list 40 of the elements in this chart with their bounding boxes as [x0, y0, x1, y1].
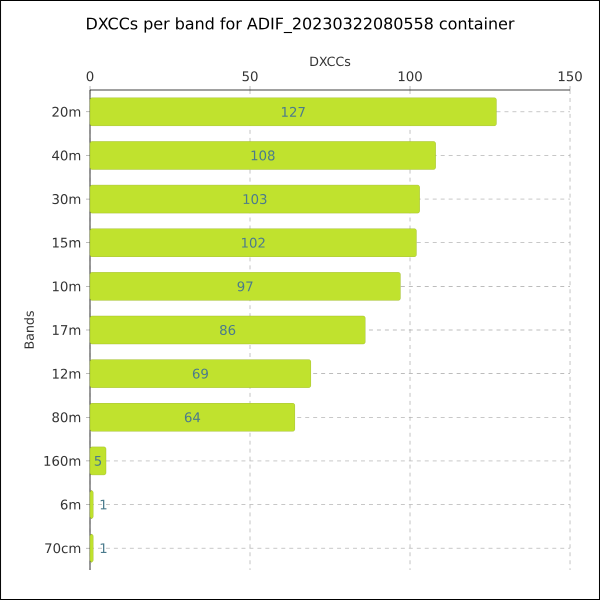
- bar: [90, 316, 366, 344]
- bar: [90, 446, 106, 476]
- y-tick-label: 160m: [44, 456, 80, 466]
- bar: [90, 534, 94, 562]
- data-label: 97: [238, 281, 253, 292]
- data-label: 102: [242, 238, 265, 248]
- y-tick-label: 30m: [52, 194, 80, 204]
- data-label: 1: [100, 543, 106, 554]
- chart-title: DXCCs per band for ADIF_20230322080558 container: [87, 17, 514, 34]
- data-label: 1: [100, 500, 106, 510]
- y-tick-label: 10m: [52, 281, 80, 292]
- y-tick-label: 70cm: [45, 543, 80, 554]
- bar: [90, 272, 401, 301]
- data-label: 103: [244, 194, 266, 204]
- x-tick-label: 0: [86, 71, 94, 82]
- data-label: 64: [184, 412, 200, 422]
- y-tick-label: 80m: [52, 412, 80, 422]
- data-label: 69: [192, 368, 208, 379]
- bar: [90, 141, 436, 170]
- y-tick-label: 17m: [52, 325, 80, 335]
- x-axis-title: DXCCs: [310, 56, 350, 66]
- bar: [90, 228, 417, 257]
- bar: [90, 403, 296, 432]
- x-tick-label: 100: [398, 71, 422, 82]
- bar: [90, 98, 497, 126]
- x-tick-label: 50: [242, 71, 258, 82]
- data-label: 86: [220, 324, 236, 336]
- data-label: 127: [282, 106, 305, 117]
- bar: [90, 184, 420, 214]
- data-label: 5: [94, 456, 102, 466]
- y-tick-label: 40m: [52, 150, 80, 160]
- y-tick-label: 15m: [52, 238, 80, 248]
- bar: [90, 359, 312, 388]
- y-tick-label: 20m: [52, 106, 80, 117]
- x-tick-label: 150: [558, 71, 582, 82]
- data-label: 108: [252, 150, 275, 160]
- y-axis-title: Bands: [24, 311, 34, 348]
- y-tick-label: 6m: [60, 500, 80, 510]
- bar: [90, 490, 94, 519]
- y-tick-label: 12m: [52, 368, 80, 379]
